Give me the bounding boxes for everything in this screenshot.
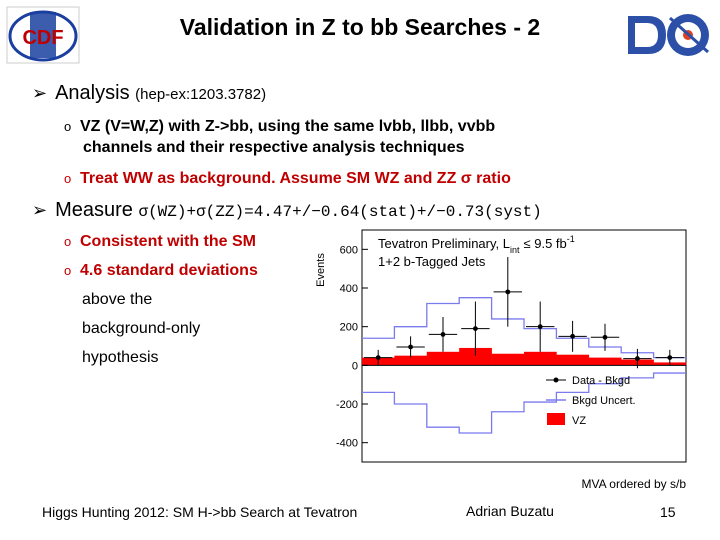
measure-formula: σ(WZ)+σ(ZZ)=4.47+/−0.64(stat)+/−0.73(sys… <box>138 203 542 221</box>
sub-bullet-consistent: o Consistent with the SM <box>64 227 314 256</box>
vz-bar <box>556 354 590 366</box>
vz-bar <box>491 353 525 366</box>
footer-author: Adrian Buzatu <box>466 503 554 519</box>
sub-bullet-ww-text: Treat WW as background. Assume SM WZ and… <box>80 170 511 187</box>
data-point <box>505 289 511 295</box>
sub-bullet-vz-cont: channels and their respective analysis t… <box>83 139 465 156</box>
chart-title-rest: ≤ 9.5 fb <box>524 236 567 251</box>
sub-bullet-vz-text: VZ (V=W,Z) with Z->bb, using the same lv… <box>80 118 496 135</box>
sub-bullet-vz: o VZ (V=W,Z) with Z->bb, using the same l… <box>64 116 495 158</box>
data-point <box>667 355 673 360</box>
chart-title-sup: -1 <box>567 234 575 244</box>
vz-bar <box>394 355 428 366</box>
bullet-analysis: ➢ Analysis (hep-ex:1203.3782) <box>32 82 266 105</box>
data-point <box>537 324 543 330</box>
legend-label-data: Data - Bkgd <box>572 375 630 387</box>
sub-bullet-sigma-text: 4.6 standard deviations <box>80 262 258 279</box>
data-point <box>440 332 446 337</box>
y-axis-label: Events <box>315 253 327 287</box>
legend-marker-vz <box>547 413 565 425</box>
chart-title-sub: int <box>510 245 520 255</box>
bullet-analysis-ref: (hep-ex:1203.3782) <box>135 86 267 103</box>
y-tick-label: 200 <box>340 322 358 334</box>
circle-bullet-icon: o <box>64 171 72 186</box>
vz-bar <box>588 357 622 366</box>
circle-bullet-icon: o <box>64 234 72 249</box>
vz-bar <box>459 347 492 366</box>
legend-label-vz: VZ <box>572 415 586 427</box>
cdf-logo-text: CDF <box>22 27 63 49</box>
chart-title: Tevatron Preliminary, Lint ≤ 9.5 fb-1 <box>378 234 575 255</box>
sub-bullet-sigma: o 4.6 standard deviations <box>64 256 314 285</box>
circle-bullet-icon: o <box>64 263 72 278</box>
slide-title: Validation in Z to bb Searches - 2 <box>179 14 541 40</box>
legend-marker-data-dot <box>553 377 559 383</box>
y-tick-label: 400 <box>340 283 358 295</box>
y-tick-label: 600 <box>340 244 358 256</box>
vz-bar <box>524 351 557 366</box>
data-point <box>473 326 478 331</box>
cdf-logo: CDF <box>6 6 80 64</box>
data-point <box>570 333 575 339</box>
d0-logo <box>622 6 716 64</box>
chart-subtitle: 1+2 b-Tagged Jets <box>378 254 486 269</box>
chart-title-main: Tevatron Preliminary, L <box>378 236 510 251</box>
data-point <box>602 334 608 340</box>
chart-legend: Data - Bkgd Bkgd Uncert. VZ <box>546 375 636 427</box>
sub-bullet-ww: o Treat WW as background. Assume SM WZ an… <box>64 168 511 189</box>
sub-bullet-sigma-cont1: above the <box>82 291 153 308</box>
footer-conference: Higgs Hunting 2012: SM H->bb Search at T… <box>42 504 358 520</box>
bullet-analysis-label: Analysis <box>55 82 130 104</box>
arrow-bullet-icon: ➢ <box>32 83 48 103</box>
uncert-band-upper <box>362 297 686 359</box>
data-point <box>375 355 381 360</box>
sub-bullet-sigma-cont3: hypothesis <box>82 349 159 366</box>
x-axis-label: MVA ordered by s/b <box>582 477 687 491</box>
bullet-measure-label: Measure <box>55 199 133 221</box>
vz-validation-chart: 600 400 200 0 -200 -400 Events Tevatron Preli… <box>308 222 696 494</box>
result-list: o Consistent with the SM o 4.6 standard de… <box>64 227 314 372</box>
sub-bullet-consistent-text: Consistent with the SM <box>80 233 256 250</box>
legend-label-uncert: Bkgd Uncert. <box>572 395 636 407</box>
sub-bullet-sigma-cont2: background-only <box>82 320 201 337</box>
data-point <box>408 344 413 350</box>
vz-bar <box>426 351 460 366</box>
bullet-measure: ➢ Measure σ(WZ)+σ(ZZ)=4.47+/−0.64(stat)+/… <box>32 199 542 222</box>
arrow-bullet-icon: ➢ <box>32 200 48 220</box>
y-tick-label: 0 <box>352 360 358 372</box>
uncert-band-lower <box>362 372 686 434</box>
circle-bullet-icon: o <box>64 119 72 134</box>
data-point <box>635 356 640 361</box>
y-tick-label: -200 <box>336 399 358 411</box>
page-number: 15 <box>660 504 676 520</box>
y-tick-label: -400 <box>336 438 358 450</box>
